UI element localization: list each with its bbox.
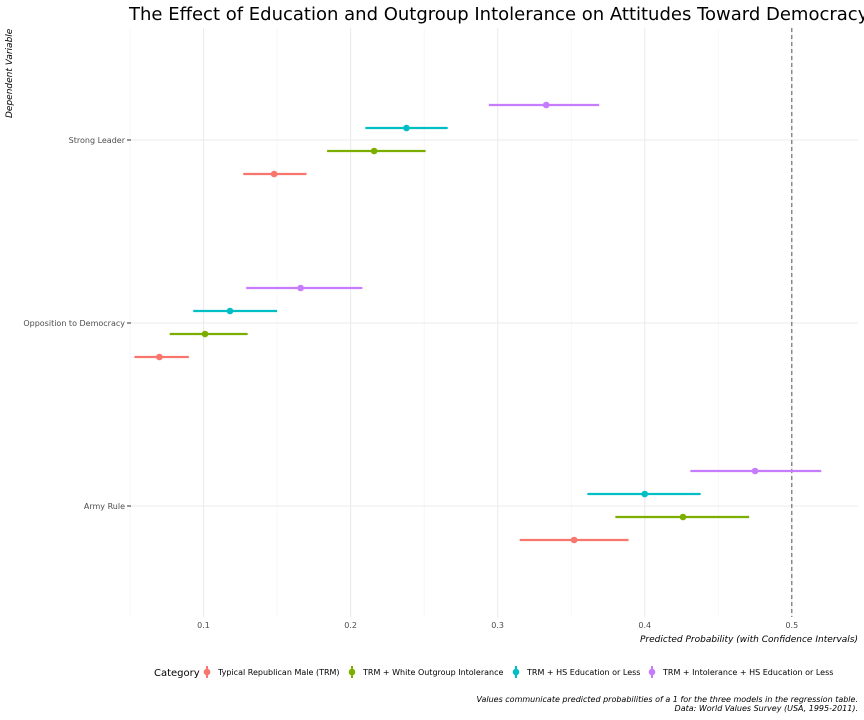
data-point <box>570 536 578 544</box>
legend-entry: TRM + Intolerance + HS Education or Less <box>662 668 833 677</box>
data-point <box>370 147 378 155</box>
legend-key-point <box>512 668 520 676</box>
legend-key-point <box>203 668 211 676</box>
legend-key-point <box>648 668 656 676</box>
y-tick-label: Opposition to Democracy <box>23 319 125 328</box>
data-point <box>226 307 234 315</box>
data-point <box>403 124 410 132</box>
data-point <box>679 513 687 521</box>
legend-key-point <box>348 668 356 676</box>
data-point <box>542 101 550 109</box>
x-tick-label: 0.4 <box>638 621 651 630</box>
y-axis-ticks: Army Rule Opposition to Democracy Strong L… <box>23 136 131 511</box>
data-point <box>270 170 278 178</box>
data-point <box>156 353 163 361</box>
legend-title: Category <box>154 668 200 679</box>
data-point <box>201 330 209 338</box>
chart-title: The Effect of Education and Outgroup Int… <box>128 4 864 25</box>
legend-entry: TRM + HS Education or Less <box>526 668 640 677</box>
data-point <box>751 467 759 475</box>
legend-entry: TRM + White Outgroup Intolerance <box>362 668 503 677</box>
y-tick-label: Army Rule <box>84 502 125 511</box>
x-axis-label: Predicted Probability (with Confidence I… <box>640 635 858 645</box>
x-tick-label: 0.3 <box>491 621 504 630</box>
y-tick-label: Strong Leader <box>69 136 126 145</box>
data-marks <box>134 101 822 544</box>
legend: Category Typical Republican Male (TRM) TR… <box>154 666 833 679</box>
data-point <box>641 490 649 498</box>
gridlines <box>129 28 858 617</box>
caption-line-1: Values communicate predicted probabiliti… <box>476 695 858 704</box>
x-tick-label: 0.1 <box>197 621 210 630</box>
legend-entry: Typical Republican Male (TRM) <box>217 668 340 677</box>
x-axis-ticks: 0.1 0.2 0.3 0.4 0.5 <box>197 621 798 630</box>
caption-line-2: Data: World Values Survey (USA, 1995-201… <box>675 704 858 713</box>
data-point <box>297 284 304 292</box>
x-tick-label: 0.2 <box>344 621 357 630</box>
y-axis-label: Dependent Variable <box>5 28 15 118</box>
x-tick-label: 0.5 <box>785 621 798 630</box>
